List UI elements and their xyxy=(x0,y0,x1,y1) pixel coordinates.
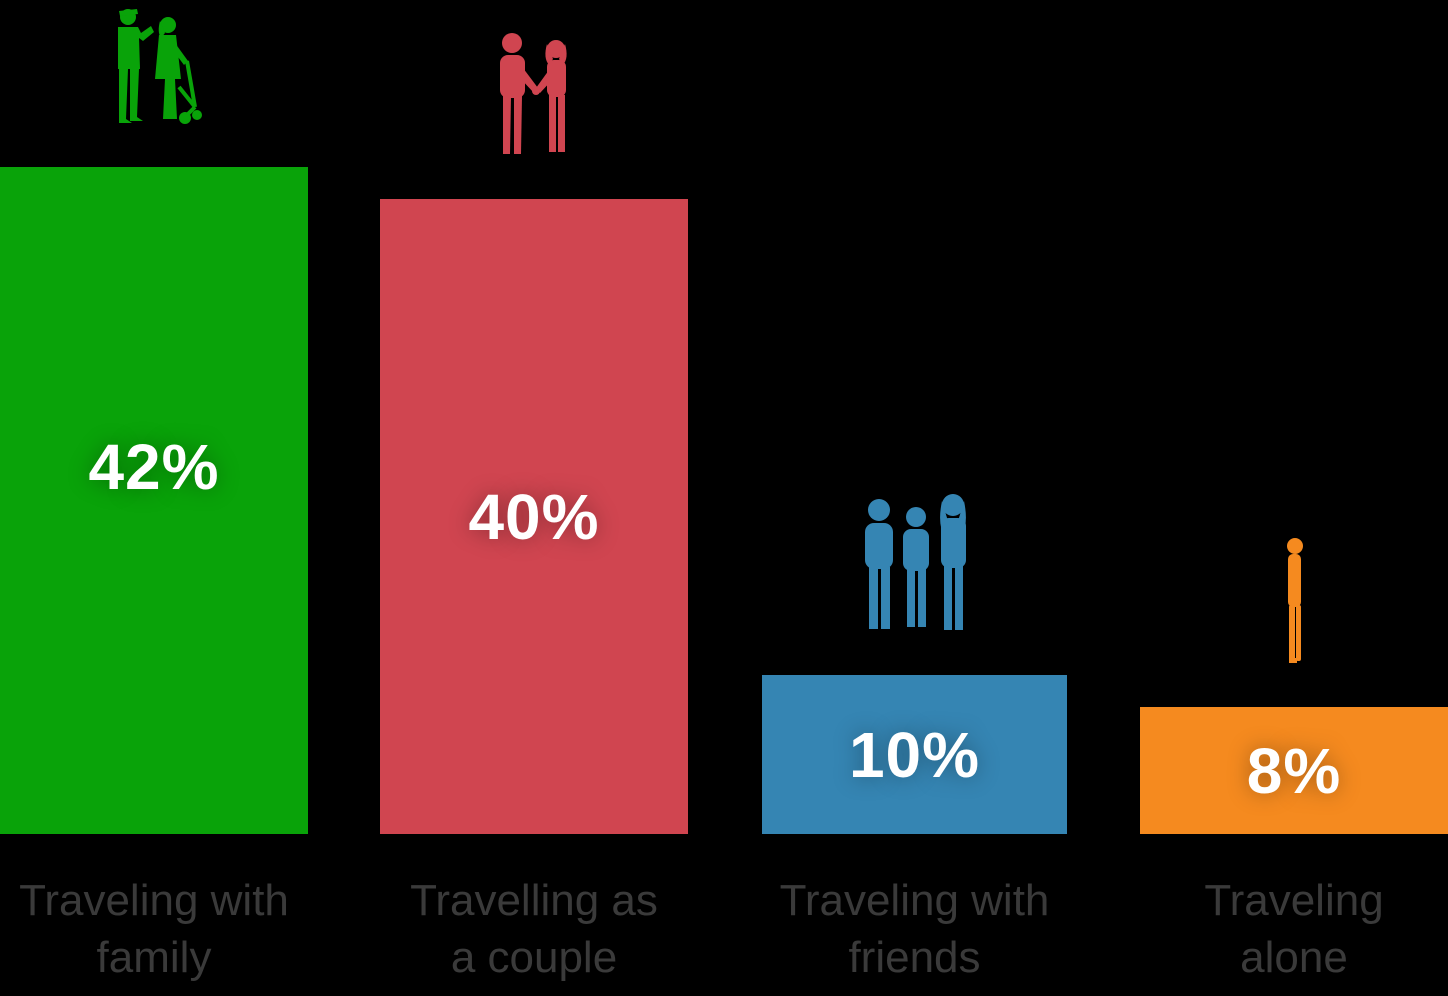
category-label-line2: friends xyxy=(848,933,981,982)
bar-alone: 8% xyxy=(1140,707,1448,834)
value-label-alone: 8% xyxy=(1246,734,1342,807)
value-label-family: 42% xyxy=(88,430,220,503)
bar-column-friends: 10% Traveling with friends xyxy=(762,0,1067,996)
bar-couple: 40% xyxy=(380,199,688,834)
family-icon xyxy=(0,7,308,127)
category-label-line1: Traveling with xyxy=(779,876,1050,925)
bar-friends: 10% xyxy=(762,675,1067,834)
bar-column-family: 42% Traveling with family xyxy=(0,0,308,996)
category-label-line1: Travelling as xyxy=(410,876,658,925)
person-icon xyxy=(1140,537,1448,667)
value-label-couple: 40% xyxy=(468,480,600,553)
category-label-line2: family xyxy=(96,933,212,982)
bar-column-couple: 40% Travelling as a couple xyxy=(380,0,688,996)
category-label-alone: Traveling alone xyxy=(1116,872,1448,986)
category-label-line1: Traveling xyxy=(1204,876,1384,925)
category-label-friends: Traveling with friends xyxy=(738,872,1091,986)
couple-icon xyxy=(380,32,688,159)
category-label-couple: Travelling as a couple xyxy=(356,872,712,986)
friends-icon xyxy=(762,485,1067,635)
category-label-line2: alone xyxy=(1240,933,1348,982)
category-label-family: Traveling with family xyxy=(0,872,332,986)
value-label-friends: 10% xyxy=(848,718,981,791)
bar-family: 42% xyxy=(0,167,308,834)
bar-column-alone: 8% Traveling alone xyxy=(1140,0,1448,996)
category-label-line2: a couple xyxy=(450,933,618,982)
category-label-line1: Traveling with xyxy=(19,876,289,925)
